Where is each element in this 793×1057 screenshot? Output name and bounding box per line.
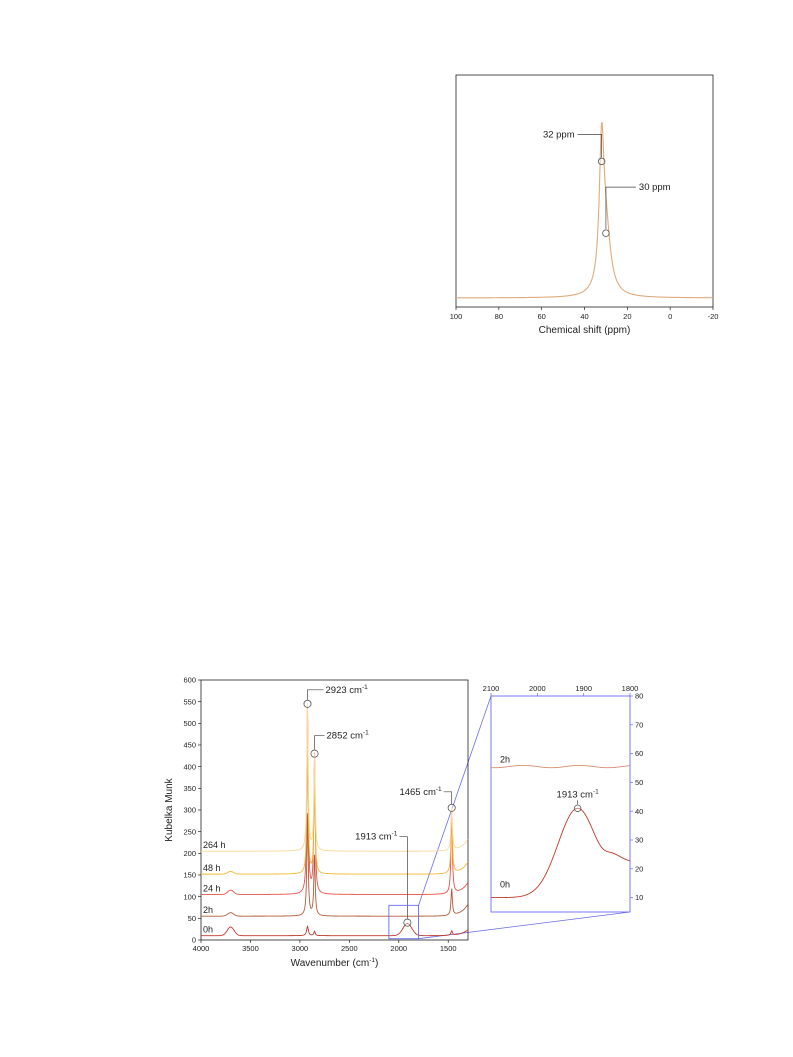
ir-peak-label: 1913 cm-1 (355, 831, 398, 843)
ir-series-label: 48 h (203, 863, 221, 873)
inset-series-line (491, 807, 630, 899)
inset-plot-frame (490, 695, 631, 913)
ir-peak-label: 2852 cm-1 (327, 730, 370, 742)
nmr-peak-annotation: 32 ppm (543, 129, 606, 166)
ir-x-tick-label: 1500 (440, 944, 457, 953)
inset-y-tick-label: 80 (635, 692, 643, 701)
ir-y-tick-label: 0 (192, 936, 196, 945)
ir-y-tick-label: 400 (183, 762, 196, 771)
ir-x-tick-label: 2000 (390, 944, 407, 953)
inset-y-tick-label: 10 (635, 893, 643, 902)
nmr-spectrum-line (456, 121, 714, 299)
ir-series-label: 2h (203, 905, 213, 915)
ir-peak-marker (303, 699, 312, 708)
ir-peak-label: 2923 cm-1 (326, 684, 369, 696)
ir-y-tick-label: 200 (183, 849, 196, 858)
nmr-peak-marker (602, 229, 610, 237)
inset-y-tick-label: 30 (635, 836, 643, 845)
ir-plot-frame (200, 679, 469, 941)
inset-y-tick-label: 70 (635, 720, 643, 729)
inset-peak-annotation: 1913 cm-1 (557, 788, 600, 813)
nmr-x-tick-label: 20 (623, 312, 631, 321)
nmr-x-tick-label: 40 (580, 312, 588, 321)
ir-y-tick-label: 150 (183, 871, 196, 880)
zoom-connector (418, 695, 492, 906)
ir-x-axis-label: Wavenumber (cm-1) (291, 957, 379, 969)
ir-y-tick-label: 100 (183, 892, 196, 901)
nmr-x-tick-label: 0 (668, 312, 672, 321)
ir-y-tick-label: 600 (183, 676, 196, 685)
ir-x-tick-label: 2500 (341, 944, 358, 953)
ir-series-line (201, 702, 469, 852)
ir-series-label: 0h (203, 925, 213, 935)
ir-y-axis-label: Kubelka Munk (164, 777, 175, 841)
ir-x-tick-label: 3500 (242, 944, 259, 953)
ir-peak-marker (447, 803, 456, 812)
ir-y-tick-label: 300 (183, 806, 196, 815)
inset-x-tick-label: 1800 (622, 684, 639, 693)
ir-peak-annotation: 1465 cm-1 (399, 786, 456, 812)
nmr-peak-marker (597, 157, 606, 166)
inset-y-tick-label: 60 (635, 749, 643, 758)
nmr-chart: 100 80 60 40 20 0 -20 32 ppm 30 ppm Chemical sh… (450, 74, 719, 336)
ir-peak-marker (310, 749, 319, 758)
ir-series-label: 264 h (203, 840, 226, 850)
ir-series-line (201, 705, 469, 895)
inset-x-tick-label: 2000 (529, 684, 546, 693)
ir-y-tick-label: 550 (183, 697, 196, 706)
ir-y-tick-label: 50 (188, 914, 196, 923)
ir-y-tick-label: 500 (183, 719, 196, 728)
inset-x-tick-label: 2100 (483, 684, 500, 693)
ir-series-line (201, 740, 469, 875)
inset-series-label: 0h (500, 880, 510, 890)
zoom-region-box (388, 904, 420, 940)
inset-peak-marker (573, 804, 582, 813)
ir-x-tick-label: 4000 (193, 944, 210, 953)
nmr-peak-annotation: 30 ppm (602, 182, 671, 237)
ir-peak-annotation: 1913 cm-1 (355, 831, 412, 927)
inset-y-tick-label: 20 (635, 864, 643, 873)
nmr-x-tick-label: 60 (537, 312, 545, 321)
ir-y-tick-label: 350 (183, 784, 196, 793)
nmr-peak-label: 32 ppm (543, 129, 575, 140)
ir-series-line (201, 813, 469, 917)
ir-peak-marker (403, 918, 412, 927)
inset-y-tick-label: 50 (635, 778, 643, 787)
ir-series-label: 24 h (203, 884, 221, 894)
ir-y-tick-label: 450 (183, 741, 196, 750)
nmr-x-axis-label: Chemical shift (ppm) (539, 325, 631, 336)
nmr-x-tick-label: 100 (450, 312, 463, 321)
inset-series-label: 2h (500, 755, 510, 765)
inset-y-tick-label: 40 (635, 807, 643, 816)
ir-series-line (201, 923, 469, 937)
ir-y-tick-label: 250 (183, 827, 196, 836)
ir-peak-annotation: 2923 cm-1 (303, 684, 369, 708)
nmr-peak-label: 30 ppm (639, 182, 671, 193)
nmr-x-tick-label: 80 (495, 312, 503, 321)
ir-x-tick-label: 3000 (292, 944, 309, 953)
ir-peak-label: 1465 cm-1 (399, 786, 442, 798)
ir-peak-annotation: 2852 cm-1 (310, 730, 370, 758)
inset-series-line (490, 764, 630, 769)
zoom-connector (418, 911, 631, 940)
inset-peak-label: 1913 cm-1 (557, 788, 600, 800)
nmr-x-tick-label: -20 (708, 312, 719, 321)
inset-x-tick-label: 1900 (575, 684, 592, 693)
